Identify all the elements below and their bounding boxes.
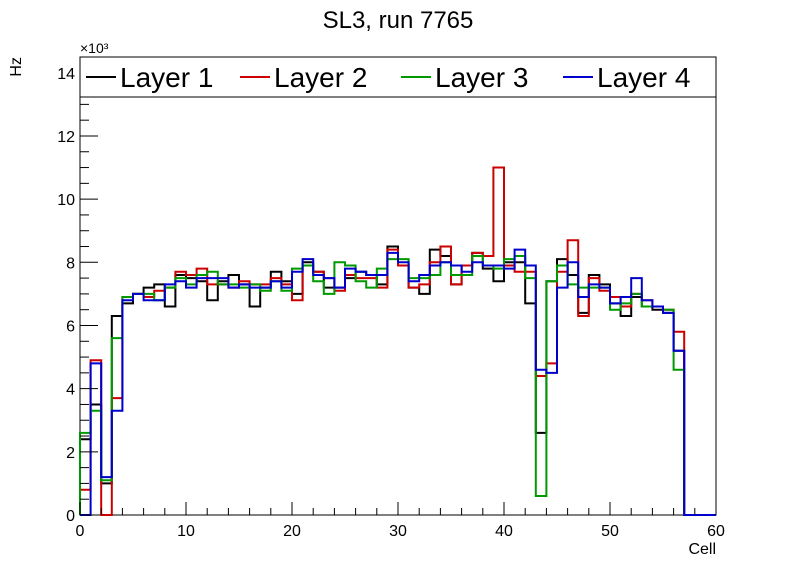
series-group xyxy=(79,166,716,516)
y-tick-label: 6 xyxy=(66,318,75,335)
x-tick-label: 10 xyxy=(177,523,195,540)
legend-label-layer-2: Layer 2 xyxy=(274,62,367,93)
x-tick-label: 40 xyxy=(495,523,513,540)
x-tick-label: 20 xyxy=(283,523,301,540)
x-axis: 0 10 20 30 40 50 60 xyxy=(76,502,725,540)
x-tick-label: 60 xyxy=(707,523,725,540)
legend-label-layer-3: Layer 3 xyxy=(435,62,528,93)
y-tick-label: 0 xyxy=(66,508,75,525)
y-tick-label: 14 xyxy=(57,66,75,83)
series-line-layer-2 xyxy=(79,166,716,516)
x-tick-label: 30 xyxy=(389,523,407,540)
plot-area xyxy=(79,56,717,516)
y-tick-label: 4 xyxy=(66,382,75,399)
x-tick-label: 50 xyxy=(601,523,619,540)
x-tick-label: 0 xyxy=(76,523,85,540)
chart-title: SL3, run 7765 xyxy=(323,7,474,34)
series-line-layer-3 xyxy=(79,254,716,516)
y-multiplier-label: ×10³ xyxy=(80,40,109,56)
y-tick-label: 12 xyxy=(57,129,75,146)
legend-label-layer-4: Layer 4 xyxy=(597,62,690,93)
series-line-layer-4 xyxy=(80,248,716,516)
y-axis: 0 2 4 6 8 10 12 14 xyxy=(57,56,98,525)
x-axis-label: Cell xyxy=(688,541,716,558)
y-tick-label: 2 xyxy=(66,445,75,462)
legend-label-layer-1: Layer 1 xyxy=(120,62,213,93)
legend: Layer 1 Layer 2 Layer 3 Layer 4 xyxy=(79,56,717,98)
y-tick-label: 8 xyxy=(66,255,75,272)
y-tick-label: 10 xyxy=(57,192,75,209)
y-axis-label: Hz xyxy=(8,57,25,77)
legend-box xyxy=(79,56,717,98)
